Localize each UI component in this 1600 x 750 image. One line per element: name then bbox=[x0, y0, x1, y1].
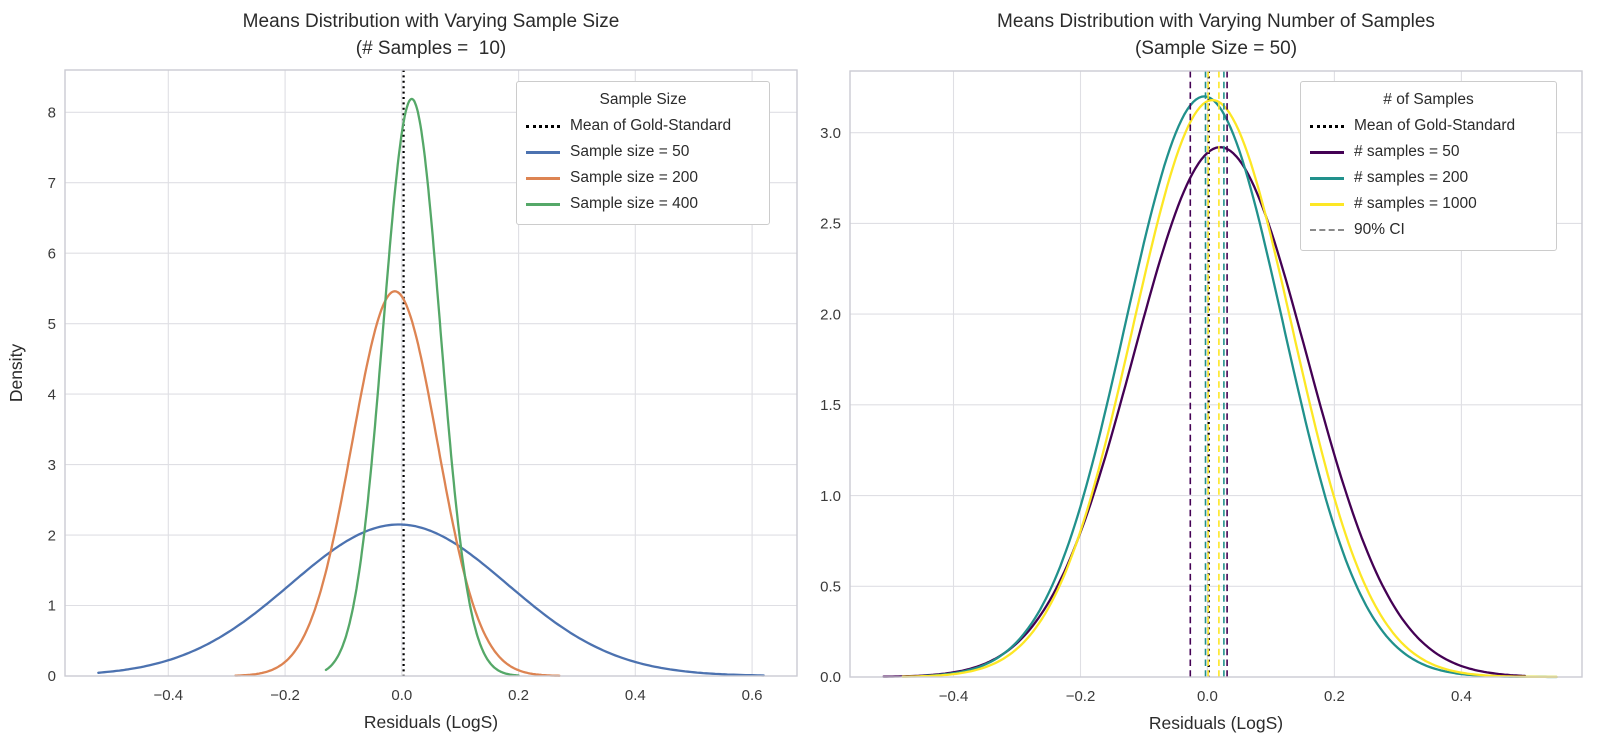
legend-sample-size: Sample Size Mean of Gold-Standard Sample… bbox=[516, 81, 770, 225]
y-tick-label: 6 bbox=[48, 245, 56, 262]
right-plot-title: Means Distribution with Varying Number o… bbox=[850, 8, 1582, 62]
legend-dashed-line-icon bbox=[1310, 229, 1344, 231]
legend-item-samples-50: # samples = 50 bbox=[1310, 139, 1547, 165]
y-tick-label: 1.5 bbox=[820, 397, 841, 414]
y-tick-label: 7 bbox=[48, 175, 56, 192]
curve-sample-size-50 bbox=[97, 523, 765, 677]
y-tick-label: 0.0 bbox=[820, 669, 841, 686]
legend-item-samples-1000: # samples = 1000 bbox=[1310, 191, 1547, 217]
x-tick-label: 0.2 bbox=[508, 687, 529, 704]
legend-item-90-ci: 90% CI bbox=[1310, 217, 1547, 243]
y-tick-label: 3.0 bbox=[820, 125, 841, 142]
legend-item-sample-size-200: Sample size = 200 bbox=[526, 165, 760, 191]
y-axis-label: Density bbox=[6, 344, 26, 403]
y-tick-label: 8 bbox=[48, 105, 56, 122]
legend-title: Sample Size bbox=[599, 91, 687, 108]
curve-sample-size-400 bbox=[324, 97, 520, 677]
y-tick-label: 3 bbox=[48, 457, 56, 474]
legend-solid-line-icon bbox=[526, 202, 560, 206]
right-title-line-1: Means Distribution with Varying Number o… bbox=[997, 11, 1435, 32]
legend-item-gold-standard: Mean of Gold-Standard bbox=[1310, 113, 1547, 139]
y-tick-label: 1.0 bbox=[820, 488, 841, 505]
y-tick-label: 0.5 bbox=[820, 579, 841, 596]
y-tick-label: 4 bbox=[48, 386, 56, 403]
legend-dotted-line-icon bbox=[526, 124, 560, 128]
x-tick-label: 0.4 bbox=[625, 687, 646, 704]
y-tick-label: 2 bbox=[48, 527, 56, 544]
x-tick-label: −0.4 bbox=[939, 688, 969, 705]
left-title-line-2: (# Samples = 10) bbox=[355, 38, 507, 59]
x-tick-label: 0.0 bbox=[391, 687, 412, 704]
legend-item-samples-200: # samples = 200 bbox=[1310, 165, 1547, 191]
y-tick-label: 2.5 bbox=[820, 216, 841, 233]
curve-sample-size-200 bbox=[234, 290, 561, 677]
y-tick-label: 1 bbox=[48, 598, 56, 615]
y-tick-label: 2.0 bbox=[820, 306, 841, 323]
y-tick-label: 0 bbox=[48, 668, 56, 685]
x-tick-label: 0.0 bbox=[1197, 688, 1218, 705]
y-tick-label: 5 bbox=[48, 316, 56, 333]
legend-title: # of Samples bbox=[1383, 91, 1474, 108]
x-tick-label: 0.4 bbox=[1451, 688, 1472, 705]
curve-samples-1000 bbox=[901, 98, 1558, 679]
x-tick-label: −0.4 bbox=[153, 687, 183, 704]
legend-solid-line-icon bbox=[1310, 150, 1344, 154]
x-tick-label: 0.2 bbox=[1324, 688, 1345, 705]
curve-samples-200 bbox=[920, 95, 1558, 679]
legend-solid-line-icon bbox=[526, 150, 560, 154]
legend-solid-line-icon bbox=[526, 176, 560, 180]
left-plot-title: Means Distribution with Varying Sample S… bbox=[65, 8, 797, 62]
x-tick-label: −0.2 bbox=[1066, 688, 1096, 705]
legend-item-sample-size-50: Sample size = 50 bbox=[526, 139, 760, 165]
plot-border bbox=[64, 69, 798, 677]
legend-item-gold-standard: Mean of Gold-Standard bbox=[526, 113, 760, 139]
x-tick-label: 0.6 bbox=[742, 687, 763, 704]
x-tick-label: −0.2 bbox=[270, 687, 300, 704]
legend-dotted-line-icon bbox=[1310, 124, 1344, 128]
legend-item-sample-size-400: Sample size = 400 bbox=[526, 191, 760, 217]
left-title-line-1: Means Distribution with Varying Sample S… bbox=[242, 11, 620, 32]
legend-num-samples: # of Samples Mean of Gold-Standard # sam… bbox=[1300, 81, 1557, 251]
legend-solid-line-icon bbox=[1310, 176, 1344, 180]
x-axis-label: Residuals (LogS) bbox=[1149, 713, 1283, 733]
x-axis-label: Residuals (LogS) bbox=[364, 712, 498, 732]
right-title-line-2: (Sample Size = 50) bbox=[1134, 38, 1298, 59]
legend-solid-line-icon bbox=[1310, 202, 1344, 206]
plot-border bbox=[849, 70, 1583, 678]
